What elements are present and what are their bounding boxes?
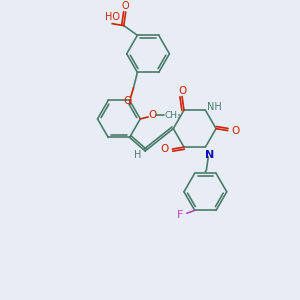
- Text: HO: HO: [105, 12, 120, 22]
- Text: O: O: [122, 1, 130, 11]
- Text: H: H: [134, 150, 141, 160]
- Text: N: N: [205, 150, 214, 160]
- Text: O: O: [149, 110, 157, 120]
- Text: O: O: [178, 86, 186, 96]
- Text: O: O: [160, 144, 169, 154]
- Text: F: F: [177, 210, 183, 220]
- Text: O: O: [231, 126, 240, 136]
- Text: NH: NH: [207, 102, 221, 112]
- Text: CH₃: CH₃: [164, 110, 181, 119]
- Text: O: O: [124, 97, 132, 106]
